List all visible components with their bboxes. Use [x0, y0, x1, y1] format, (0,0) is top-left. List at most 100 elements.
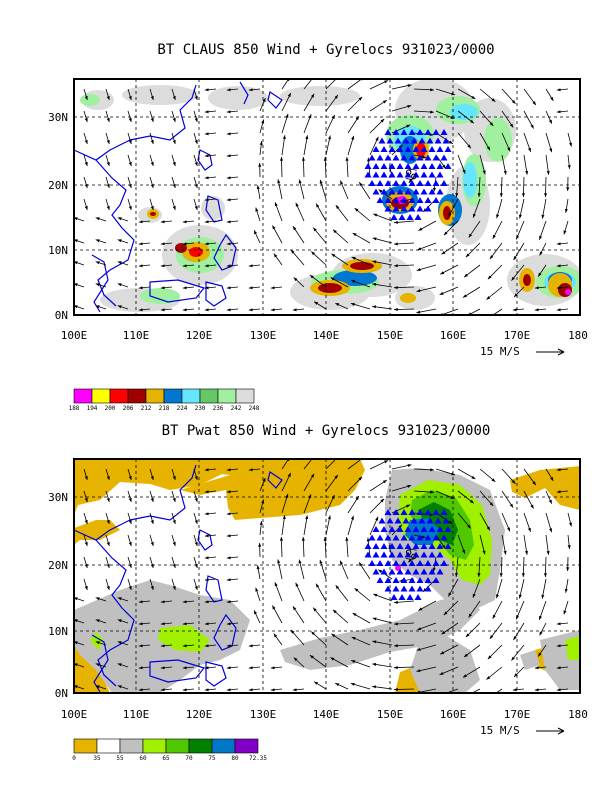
wind-vector-head: [532, 481, 536, 486]
wind-vector-head: [84, 564, 88, 569]
wind-vector-head: [95, 261, 100, 265]
wind-vector-head: [477, 573, 481, 577]
wind-vector-head: [204, 286, 209, 290]
wind-vector-head: [254, 230, 258, 235]
gyreloc-marker: [428, 568, 436, 575]
gyreloc-marker: [444, 543, 452, 549]
wind-vector-head: [117, 261, 122, 265]
gyreloc-marker: [376, 154, 384, 161]
gyreloc-marker: [428, 163, 436, 169]
wind-vector-head: [293, 277, 298, 282]
gyreloc-marker: [364, 551, 372, 558]
gyreloc-marker: [368, 154, 376, 161]
panel-pwat: BT Pwat 850 Wind + Gyrelocs 931023/0000: [48, 423, 588, 762]
gyreloc-marker: [400, 560, 408, 566]
gyreloc-marker: [420, 526, 428, 532]
wind-vector-head: [84, 162, 88, 167]
gyreloc-marker: [402, 137, 410, 144]
wind-vector-head: [394, 220, 398, 224]
wind-vector-head: [421, 535, 426, 539]
wind-vector-head: [373, 593, 378, 597]
x-tick-label: 150E: [377, 708, 404, 721]
wind-vector-head: [128, 498, 132, 503]
x-tick-label: 110E: [123, 329, 150, 342]
gyreloc-marker: [392, 534, 400, 541]
wind-vector-head: [194, 118, 198, 123]
wind-vector-head: [84, 184, 88, 189]
wind-vector-head: [273, 633, 278, 638]
gyreloc-marker: [404, 188, 412, 195]
wind-vector-head: [128, 162, 132, 167]
gyreloc-marker: [400, 585, 408, 592]
gyreloc-marker: [384, 180, 392, 186]
y-axis: 0N 10N 20N 30N: [48, 491, 68, 700]
gyreloc-marker: [380, 568, 388, 575]
gyreloc-marker: [410, 137, 418, 144]
panel-title: BT Pwat 850 Wind + Gyrelocs 931023/0000: [162, 423, 491, 439]
wind-vector-head: [84, 586, 88, 591]
wind-vector-head: [372, 260, 377, 264]
wind-vector-head: [407, 464, 412, 468]
wind-vector-head: [556, 468, 561, 472]
wind-vector-head: [467, 144, 471, 149]
wind-vector-head: [511, 656, 515, 661]
wind-vector-head: [150, 96, 154, 101]
x-tick-label: 110E: [123, 708, 150, 721]
wind-vector-head: [279, 537, 283, 541]
wind-vector-head: [416, 310, 421, 314]
wind-vector-head: [172, 520, 176, 525]
gyreloc-marker: [372, 163, 380, 169]
wind-vector-head: [548, 119, 552, 124]
wind-vector-head: [394, 644, 398, 648]
wind-vector-head: [550, 96, 554, 101]
gyreloc-marker: [396, 188, 404, 195]
x-tick-label: 130E: [250, 708, 277, 721]
wind-vector-head: [556, 242, 561, 246]
wind-vector-head: [382, 100, 387, 104]
wind-vector-head: [160, 286, 165, 290]
wind-vector-head: [106, 498, 110, 503]
gyreloc-marker: [388, 171, 396, 178]
gyreloc-marker: [388, 163, 396, 169]
wind-vector-head: [556, 88, 561, 92]
wind-vector-head: [95, 619, 100, 623]
gyreloc-marker: [394, 517, 402, 524]
wind-vector-head: [248, 644, 253, 648]
wind-vector-head: [382, 480, 387, 484]
wind-vector-head: [448, 212, 452, 217]
y-tick-label: 0N: [55, 309, 68, 322]
wind-vector-head: [160, 688, 165, 692]
wind-vector-head: [182, 688, 187, 692]
wind-vector-head: [226, 534, 231, 538]
wind-vector-head: [226, 578, 231, 582]
wind-vector-head: [248, 468, 253, 472]
wind-vector-head: [418, 227, 423, 231]
wind-vector-head: [489, 122, 494, 126]
gyreloc-marker: [436, 526, 444, 532]
wind-vector-head: [194, 140, 198, 145]
wind-vector-head: [226, 242, 231, 246]
gyreloc-marker: [364, 171, 372, 178]
gyreloc-marker: [442, 517, 450, 524]
wind-vector-head: [298, 559, 302, 564]
wind-vector-head: [443, 231, 448, 236]
wind-vector-head: [525, 170, 529, 175]
wind-vector-head: [248, 666, 253, 670]
wind-vector-head: [544, 193, 548, 197]
gyreloc-marker: [392, 197, 400, 203]
colorbar-swatch: [96, 738, 121, 754]
wind-vector-head: [422, 155, 426, 159]
wind-vector-head: [204, 154, 209, 158]
wind-vector-head: [128, 564, 132, 569]
gyreloc-marker: [424, 509, 432, 515]
wind-vector-head: [358, 562, 363, 567]
gyreloc-marker: [392, 585, 400, 592]
gyreloc-marker: [440, 154, 448, 161]
wind-vector-head: [394, 687, 398, 692]
wind-vector-head: [182, 220, 187, 224]
panel-title: BT CLAUS 850 Wind + Gyrelocs 931023/0000: [157, 42, 494, 58]
gyreloc-marker: [380, 163, 388, 169]
gyreloc-marker: [368, 560, 376, 566]
gyreloc-marker: [436, 551, 444, 558]
